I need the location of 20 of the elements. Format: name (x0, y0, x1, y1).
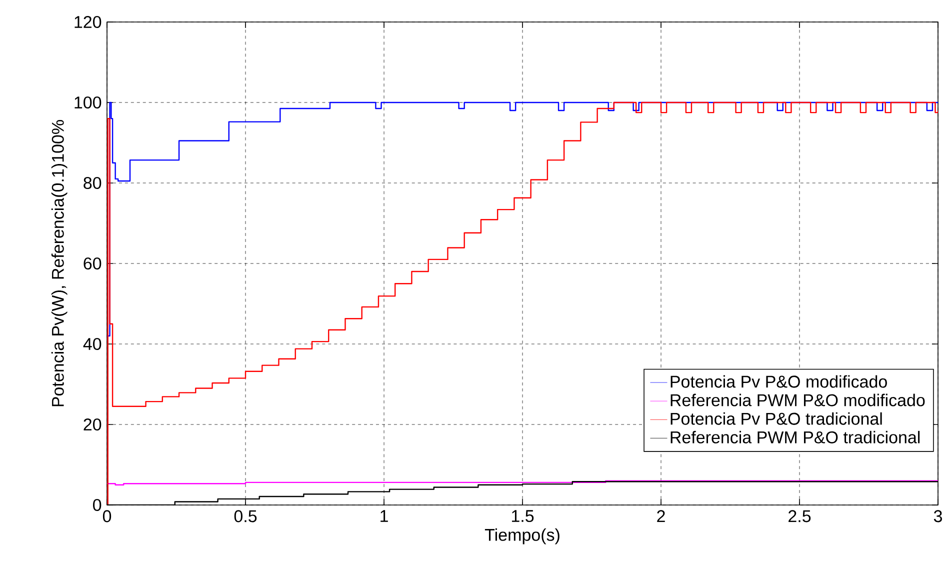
y-tick-label: 20 (84, 418, 102, 431)
y-axis-title: Potencia Pv(W), Referencia(0.1)100% (51, 120, 68, 406)
y-tick-label: 100 (74, 96, 102, 109)
x-tick-label: 1 (380, 510, 388, 522)
legend-label: Potencia Pv P&O modificado (670, 375, 887, 388)
x-tick-label: 2.5 (788, 510, 811, 522)
x-tick-label: 0.5 (234, 510, 257, 522)
x-tick-label: 1.5 (512, 510, 534, 522)
legend-label: Referencia PWM P&O tradicional (670, 430, 920, 444)
x-tick-label: 3 (934, 510, 942, 522)
x-axis-title: Tiempo(s) (484, 528, 560, 544)
y-tick-label: 120 (74, 16, 102, 28)
x-tick-label: 2 (657, 510, 665, 522)
y-tick-label: 40 (83, 338, 102, 350)
y-tick-label: 80 (84, 176, 102, 190)
legend-label: Potencia Pv P&O tradicional (670, 412, 882, 425)
y-tick-label: 0 (93, 498, 102, 512)
x-tick-label: 0 (102, 510, 112, 522)
legend-label: Referencia PWM P&O modificado (670, 394, 925, 406)
y-tick-label: 60 (84, 257, 102, 270)
